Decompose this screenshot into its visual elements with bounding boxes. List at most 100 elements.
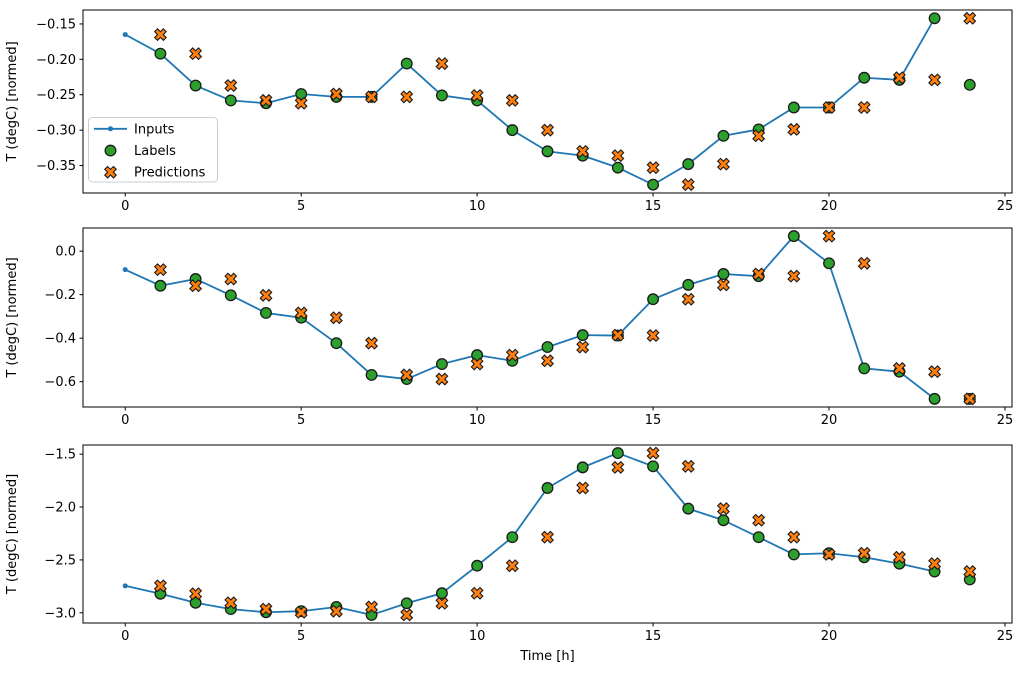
x-tick-label: 25 bbox=[997, 413, 1014, 428]
x-tick-label: 25 bbox=[997, 629, 1014, 644]
y-tick-label: −1.5 bbox=[44, 448, 76, 463]
labels-marker bbox=[471, 559, 484, 572]
labels-marker bbox=[224, 94, 237, 107]
predictions-marker bbox=[189, 279, 203, 293]
predictions-marker bbox=[681, 292, 695, 306]
predictions-marker bbox=[259, 93, 273, 107]
predictions-marker bbox=[329, 87, 343, 101]
labels-marker bbox=[647, 293, 660, 306]
x-tick-label: 5 bbox=[297, 199, 305, 214]
labels-marker bbox=[647, 460, 660, 473]
x-tick-label: 5 bbox=[297, 629, 305, 644]
x-tick-label: 20 bbox=[821, 199, 838, 214]
predictions-marker bbox=[400, 608, 414, 622]
x-tick-label: 0 bbox=[121, 413, 129, 428]
predictions-marker bbox=[224, 79, 238, 93]
predictions-marker bbox=[892, 71, 906, 85]
predictions-marker bbox=[857, 100, 871, 114]
labels-marker bbox=[435, 358, 448, 371]
predictions-marker bbox=[470, 88, 484, 102]
x-tick-label: 5 bbox=[297, 413, 305, 428]
predictions-marker bbox=[611, 460, 625, 474]
predictions-marker bbox=[963, 392, 977, 406]
predictions-marker bbox=[576, 144, 590, 158]
labels-marker bbox=[647, 178, 660, 191]
y-tick-label: −0.30 bbox=[36, 124, 76, 139]
labels-marker bbox=[541, 145, 554, 158]
labels-marker bbox=[435, 587, 448, 600]
predictions-marker bbox=[435, 57, 449, 71]
labels-marker bbox=[717, 129, 730, 142]
labels-marker bbox=[682, 158, 695, 171]
predictions-marker bbox=[259, 288, 273, 302]
labels-marker bbox=[717, 514, 730, 527]
y-tick-label: −0.2 bbox=[44, 288, 76, 303]
predictions-marker bbox=[787, 269, 801, 283]
labels-marker bbox=[576, 461, 589, 474]
predictions-marker bbox=[540, 354, 555, 368]
labels-marker bbox=[154, 279, 167, 292]
subplot-2: 0.0 −0.2 −0.4 −0.6 0 5 10 15 20 25 T (degC) [norme… bbox=[5, 227, 1014, 428]
x-tick-label: 10 bbox=[469, 629, 486, 644]
predictions-marker bbox=[857, 546, 871, 560]
labels-marker bbox=[576, 329, 589, 342]
y-tick-label: −0.20 bbox=[36, 53, 76, 68]
predictions-marker bbox=[470, 586, 484, 600]
predictions-marker bbox=[505, 559, 519, 573]
x-tick-label: 15 bbox=[645, 629, 662, 644]
predictions-marker bbox=[787, 530, 801, 544]
labels-marker bbox=[435, 89, 448, 102]
labels-marker bbox=[752, 531, 765, 544]
labels-marker bbox=[611, 161, 624, 174]
inputs-marker bbox=[122, 32, 128, 38]
predictions-marker bbox=[153, 263, 167, 277]
y-tick-label: −0.35 bbox=[36, 159, 76, 174]
predictions-marker bbox=[540, 123, 555, 137]
x-tick-label: 15 bbox=[645, 199, 662, 214]
x-tick-label: 20 bbox=[821, 629, 838, 644]
labels-marker bbox=[365, 368, 378, 381]
x-tick-label: 10 bbox=[469, 413, 486, 428]
subplot-3: −1.5 −2.0 −2.5 −3.0 0 5 10 15 20 25 T (degC) [norm… bbox=[5, 444, 1013, 664]
labels-marker bbox=[682, 278, 695, 291]
inputs-marker bbox=[122, 583, 128, 589]
legend-predictions-x bbox=[103, 165, 118, 179]
labels-marker bbox=[400, 57, 413, 70]
predictions-marker bbox=[646, 446, 660, 460]
labels-marker bbox=[611, 447, 624, 460]
predictions-marker bbox=[716, 278, 730, 292]
y-axis-label: T (degC) [normed] bbox=[5, 41, 20, 162]
predictions-marker bbox=[153, 579, 167, 593]
predictions-marker bbox=[892, 550, 906, 564]
predictions-marker bbox=[224, 272, 238, 286]
inputs-line bbox=[124, 17, 936, 186]
predictions-marker bbox=[963, 565, 977, 579]
legend: Inputs Labels Predictions bbox=[88, 117, 218, 183]
labels-marker bbox=[717, 268, 730, 280]
predictions-marker bbox=[294, 96, 308, 110]
legend-box bbox=[88, 117, 218, 183]
labels-marker bbox=[224, 289, 237, 302]
labels-marker bbox=[787, 548, 800, 561]
predictions-marker bbox=[646, 329, 660, 343]
y-tick-label: −2.0 bbox=[44, 501, 76, 516]
legend-labels-circle bbox=[104, 144, 117, 157]
predictions-marker bbox=[224, 596, 238, 610]
predictions-marker bbox=[435, 372, 449, 386]
labels-marker bbox=[928, 12, 941, 25]
predictions-marker bbox=[787, 122, 801, 136]
legend-label-labels: Labels bbox=[134, 144, 176, 159]
labels-marker bbox=[330, 337, 343, 350]
predictions-marker bbox=[822, 547, 836, 561]
labels-marker bbox=[823, 257, 835, 270]
predictions-marker bbox=[365, 600, 379, 614]
x-tick-label: 0 bbox=[121, 199, 129, 214]
y-tick-label: −2.5 bbox=[44, 553, 76, 568]
predictions-marker bbox=[822, 229, 836, 243]
labels-marker bbox=[928, 392, 941, 405]
predictions-marker bbox=[928, 365, 942, 379]
legend-label-inputs: Inputs bbox=[134, 122, 175, 137]
labels-marker bbox=[506, 531, 519, 544]
predictions-marker bbox=[153, 28, 167, 42]
